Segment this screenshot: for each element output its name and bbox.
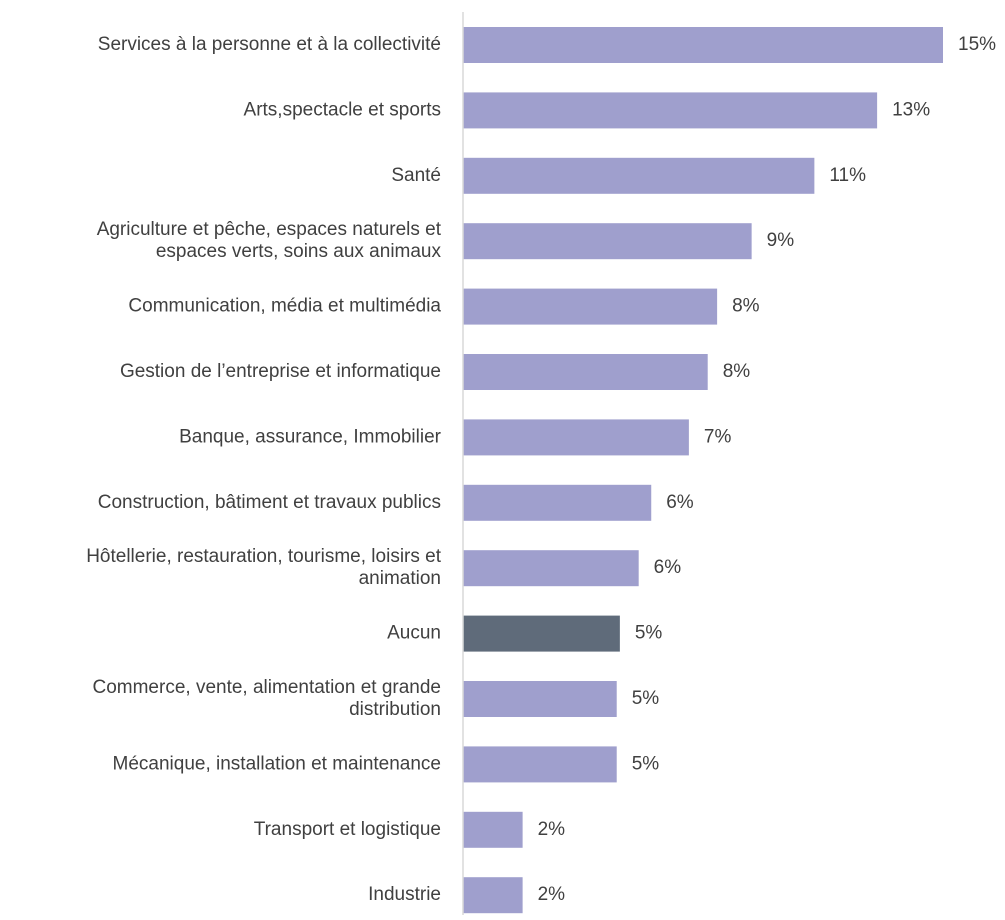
value-label-7: 7% (704, 426, 732, 447)
value-label-1: 15% (958, 34, 996, 55)
category-label-13: Transport et logistique (254, 819, 441, 840)
bar-12 (463, 746, 617, 783)
category-label-7: Banque, assurance, Immobilier (179, 426, 442, 447)
category-label-8: Construction, bâtiment et travaux public… (98, 492, 441, 513)
value-label-12: 5% (632, 753, 660, 774)
bar-1 (463, 27, 943, 63)
category-label-4: Agriculture et pêche, espaces naturels e… (97, 219, 442, 262)
bar-2 (463, 92, 878, 129)
bar-5 (463, 288, 718, 325)
value-label-8: 6% (666, 492, 694, 513)
bar-7 (463, 419, 689, 456)
value-label-14: 2% (538, 884, 566, 905)
bar-11 (463, 681, 617, 717)
bar-13 (463, 811, 523, 848)
bar-9 (463, 550, 639, 587)
category-label-12: Mécanique, installation et maintenance (113, 753, 441, 774)
category-label-9: Hôtellerie, restauration, tourisme, lois… (86, 546, 442, 589)
value-label-5: 8% (732, 296, 760, 317)
value-label-10: 5% (635, 623, 663, 644)
bar-14 (463, 877, 523, 914)
value-label-13: 2% (538, 819, 566, 840)
category-label-14: Industrie (368, 884, 441, 905)
bar-4 (463, 223, 752, 260)
value-label-4: 9% (767, 230, 795, 251)
category-label-2: Arts,spectacle et sports (244, 99, 441, 120)
category-label-11: Commerce, vente, alimentation et grande d… (92, 677, 441, 720)
category-label-5: Communication, média et multimédia (128, 296, 441, 317)
value-label-6: 8% (723, 361, 751, 382)
value-label-11: 5% (632, 688, 660, 709)
value-label-2: 13% (892, 99, 930, 120)
bar-3 (463, 157, 815, 194)
bar-6 (463, 354, 708, 390)
bar-10 (463, 615, 620, 652)
category-label-1: Services à la personne et à la collectiv… (98, 34, 441, 55)
category-label-3: Santé (391, 165, 441, 186)
bar-8 (463, 484, 652, 521)
value-label-3: 11% (829, 165, 866, 186)
value-label-9: 6% (654, 557, 682, 578)
category-label-10: Aucun (387, 623, 441, 644)
category-label-6: Gestion de l’entreprise et informatique (120, 361, 441, 382)
